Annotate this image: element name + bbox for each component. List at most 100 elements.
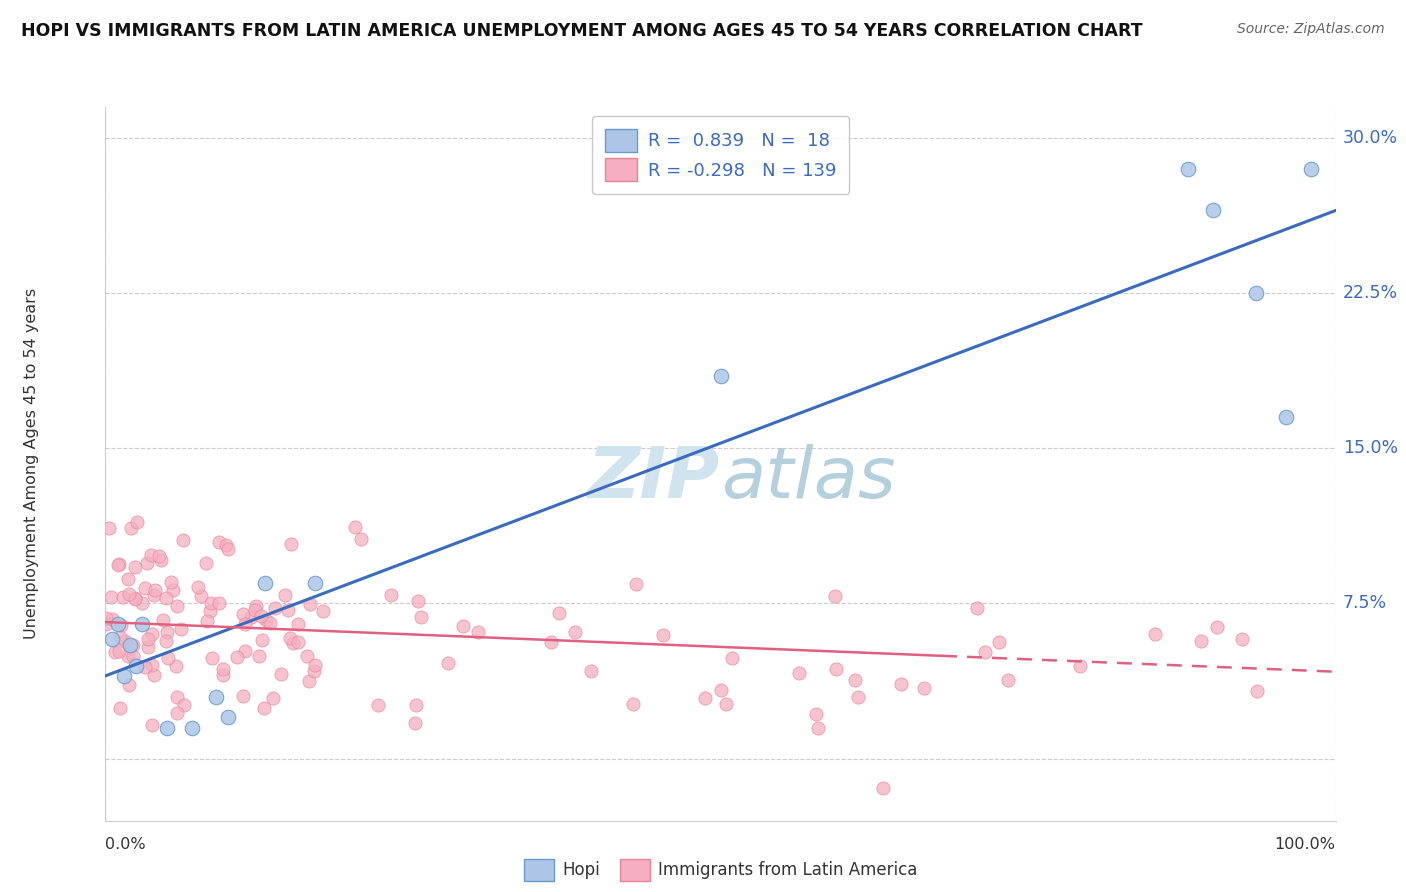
Point <box>1230 632 1253 646</box>
Point <box>195 614 218 628</box>
Point <box>150 553 173 567</box>
Point <box>564 625 586 640</box>
Point <box>156 624 179 639</box>
Point <box>180 721 202 735</box>
Point <box>166 599 188 614</box>
Text: Source: ZipAtlas.com: Source: ZipAtlas.com <box>1237 22 1385 37</box>
Point <box>259 615 281 630</box>
Point <box>232 689 254 703</box>
Point <box>139 548 162 562</box>
Point <box>217 542 239 557</box>
Point <box>299 598 322 612</box>
Point <box>190 589 212 603</box>
Point <box>721 651 744 665</box>
Point <box>160 575 183 590</box>
Point <box>287 617 309 632</box>
Point <box>1205 620 1227 634</box>
Point <box>107 617 129 632</box>
Point <box>1189 634 1212 648</box>
Point <box>844 673 866 688</box>
Point <box>987 635 1010 649</box>
Point <box>110 618 132 632</box>
Point <box>263 601 285 615</box>
Point <box>380 588 402 602</box>
Point <box>124 592 146 607</box>
Point <box>298 673 321 688</box>
Point <box>409 609 432 624</box>
Point <box>302 665 325 679</box>
Point <box>136 632 159 646</box>
Point <box>166 706 188 721</box>
Point <box>107 558 129 572</box>
Point <box>250 632 273 647</box>
Point <box>148 549 170 564</box>
Point <box>1177 162 1199 177</box>
Point <box>250 608 273 623</box>
Point <box>98 521 121 535</box>
Point <box>136 556 159 570</box>
Point <box>540 635 562 649</box>
Point <box>104 645 127 659</box>
Point <box>143 668 166 682</box>
Point <box>187 580 209 594</box>
Point <box>966 600 988 615</box>
Point <box>131 617 153 632</box>
Point <box>141 718 163 732</box>
Point <box>131 596 153 610</box>
Point <box>200 596 222 610</box>
Point <box>405 698 427 713</box>
Point <box>152 613 174 627</box>
Point <box>136 640 159 655</box>
Point <box>253 701 276 715</box>
Point <box>141 658 163 673</box>
Point <box>117 649 139 664</box>
Point <box>824 662 846 676</box>
Point <box>212 668 235 682</box>
Text: Unemployment Among Ages 45 to 54 years: Unemployment Among Ages 45 to 54 years <box>24 288 39 640</box>
Point <box>1246 684 1268 698</box>
Point <box>96 616 118 631</box>
Point <box>155 634 177 648</box>
Point <box>218 710 240 724</box>
Point <box>201 650 224 665</box>
Point <box>100 612 122 626</box>
Point <box>120 638 141 652</box>
Point <box>404 716 426 731</box>
Point <box>807 721 830 735</box>
Point <box>166 690 188 705</box>
Point <box>467 625 489 640</box>
Point <box>108 701 131 715</box>
Point <box>547 606 569 620</box>
Point <box>406 593 429 607</box>
Point <box>112 669 135 683</box>
Point <box>100 632 122 646</box>
Point <box>280 537 302 551</box>
Point <box>134 660 156 674</box>
Point <box>134 582 156 596</box>
Point <box>287 635 309 649</box>
Point <box>624 577 647 591</box>
Point <box>125 658 148 673</box>
Point <box>350 532 373 546</box>
Point <box>172 533 194 548</box>
Text: 15.0%: 15.0% <box>1343 440 1398 458</box>
Point <box>118 678 141 692</box>
Point <box>112 590 135 604</box>
Point <box>215 538 238 552</box>
Point <box>143 583 166 598</box>
Point <box>652 628 675 642</box>
Point <box>198 604 221 618</box>
Text: 0.0%: 0.0% <box>105 838 146 852</box>
Text: 30.0%: 30.0% <box>1343 129 1398 147</box>
Point <box>170 622 193 636</box>
Point <box>121 649 143 664</box>
Text: atlas: atlas <box>721 443 896 513</box>
Point <box>245 599 267 613</box>
Point <box>787 665 810 680</box>
Point <box>437 657 460 671</box>
Point <box>254 575 277 590</box>
Point <box>974 645 997 659</box>
Point <box>714 697 737 711</box>
Point <box>195 556 218 570</box>
Point <box>304 575 326 590</box>
